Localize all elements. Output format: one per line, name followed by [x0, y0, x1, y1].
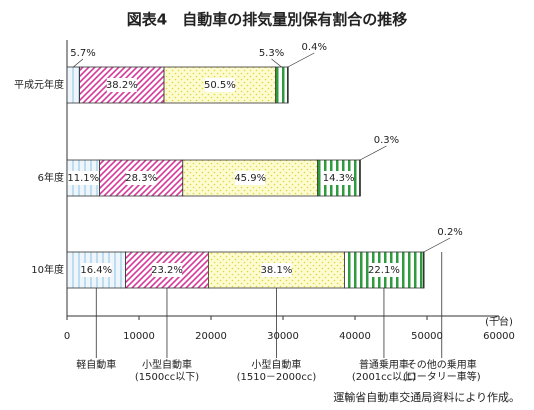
- label-bg: [68, 171, 99, 185]
- bar-segment: [422, 251, 425, 289]
- bar-segment: [275, 66, 288, 104]
- x-tick-label: 0: [64, 331, 70, 342]
- data-label: 38.1%: [261, 265, 293, 276]
- x-tick-label: 50000: [411, 331, 443, 342]
- data-label: 5.3%: [259, 48, 284, 59]
- y-tick-label: 6年度: [38, 171, 64, 184]
- x-tick-label: 20000: [195, 331, 227, 342]
- x-tick-label: 30000: [267, 331, 299, 342]
- data-label: 11.1%: [67, 173, 99, 184]
- label-bg: [81, 263, 112, 277]
- axis-unit: (千台): [485, 315, 513, 328]
- data-label: 38.2%: [106, 80, 138, 91]
- x-tick-label: 60000: [483, 331, 515, 342]
- label-bg: [126, 171, 157, 185]
- data-label: 50.5%: [204, 80, 236, 91]
- leader-line: [359, 145, 387, 161]
- data-label: 45.9%: [234, 173, 266, 184]
- label-bg: [151, 263, 182, 277]
- label-bg: [261, 263, 292, 277]
- data-label: 28.3%: [125, 173, 157, 184]
- y-tick-label: 平成元年度: [14, 78, 64, 91]
- x-tick-label: 40000: [339, 331, 371, 342]
- data-label: 0.4%: [302, 42, 327, 53]
- label-bg: [368, 263, 399, 277]
- data-label: 0.3%: [374, 135, 399, 146]
- data-label: 23.2%: [151, 265, 183, 276]
- label-bg: [323, 171, 354, 185]
- bar-segment: [286, 66, 289, 104]
- bar-segment: [359, 159, 361, 197]
- x-tick-label: 10000: [123, 331, 155, 342]
- leader-line: [271, 58, 282, 68]
- legend-label: その他の乗用車 (ロータリー車等): [402, 360, 481, 383]
- leader-line: [287, 52, 315, 68]
- legend-label: 軽自動車: [76, 360, 117, 371]
- data-label: 5.7%: [70, 48, 95, 59]
- y-tick-label: 10年度: [31, 263, 64, 276]
- label-bg: [106, 78, 137, 92]
- label-bg: [204, 78, 235, 92]
- legend-label: 小型自動車 (1510－2000cc): [236, 360, 317, 383]
- bar-segment: [66, 66, 80, 104]
- label-bg: [235, 171, 266, 185]
- data-label: 22.1%: [368, 265, 400, 276]
- legend-label: 小型自動車 (1500cc以下): [134, 360, 200, 383]
- legend-label: 普通乗用車 (2001cc以上): [351, 360, 417, 383]
- chart-title: 図表4 自動車の排気量別保有割合の推移: [127, 11, 407, 29]
- data-label: 14.3%: [323, 173, 355, 184]
- leader-line: [423, 237, 451, 253]
- source-note: 運輸省自動車交通局資料により作成。: [333, 390, 520, 404]
- data-label: 16.4%: [80, 265, 112, 276]
- data-label: 0.2%: [437, 227, 462, 238]
- leader-line: [73, 58, 84, 68]
